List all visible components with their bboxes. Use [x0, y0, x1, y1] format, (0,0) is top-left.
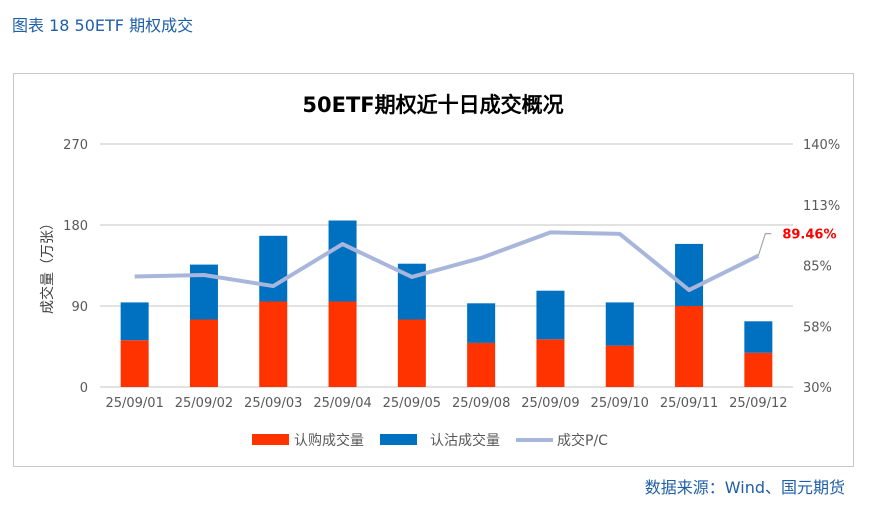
x-tick-label: 25/09/11	[660, 396, 718, 411]
legend-label-pc: 成交P/C	[557, 432, 608, 449]
legend-swatch-put	[380, 434, 417, 445]
x-tick-label: 25/09/03	[244, 396, 302, 411]
bar-put	[536, 290, 565, 340]
bar-call	[675, 306, 704, 387]
bar-put	[328, 220, 357, 302]
bar-put	[744, 321, 773, 353]
bar-put	[259, 235, 288, 302]
data-source: 数据来源：Wind、国元期货	[644, 478, 845, 497]
annotation-leader	[757, 233, 772, 256]
x-tick-label: 25/09/10	[591, 396, 649, 411]
pc-ratio-line	[134, 230, 760, 293]
y2-tick-label: 140%	[803, 138, 840, 153]
x-tick-label: 25/09/12	[729, 396, 787, 411]
y-tick-label: 0	[80, 381, 88, 396]
y-tick-label: 180	[63, 219, 88, 234]
bar-put	[605, 302, 634, 346]
bar-put	[467, 303, 496, 343]
bar-call	[605, 345, 634, 387]
pc-annotation: 89.46%	[782, 228, 836, 243]
x-tick-label: 25/09/04	[313, 396, 371, 411]
bar-call	[328, 301, 357, 387]
bar-call	[467, 342, 496, 387]
y-tick-label: 270	[63, 138, 88, 153]
y-tick-label: 90	[71, 300, 88, 315]
bar-call	[744, 352, 773, 387]
figure-caption: 图表 18 50ETF 期权成交	[12, 16, 194, 35]
bar-put	[675, 243, 704, 306]
y2-tick-label: 85%	[803, 260, 832, 275]
y2-tick-label: 58%	[803, 320, 832, 335]
legend-label-call: 认购成交量	[294, 432, 364, 449]
chart-frame	[13, 73, 854, 467]
x-tick-label: 25/09/08	[452, 396, 510, 411]
legend-label-put: 认沽成交量	[430, 432, 500, 449]
bar-put	[120, 302, 149, 341]
y2-tick-label: 113%	[803, 199, 840, 214]
chart-title: 50ETF期权近十日成交概况	[302, 93, 563, 117]
x-tick-label: 25/09/05	[383, 396, 441, 411]
x-tick-label: 25/09/02	[175, 396, 233, 411]
x-tick-label: 25/09/01	[105, 396, 163, 411]
y2-tick-label: 30%	[803, 381, 832, 396]
legend-swatch-call	[252, 434, 289, 445]
bar-call	[259, 301, 288, 387]
bar-call	[189, 319, 218, 387]
bar-call	[397, 319, 426, 387]
bar-call	[536, 339, 565, 387]
bar-put	[189, 264, 218, 320]
y-axis-label: 成交量（万张）	[39, 216, 56, 314]
bar-call	[120, 340, 149, 387]
x-tick-label: 25/09/09	[521, 396, 579, 411]
